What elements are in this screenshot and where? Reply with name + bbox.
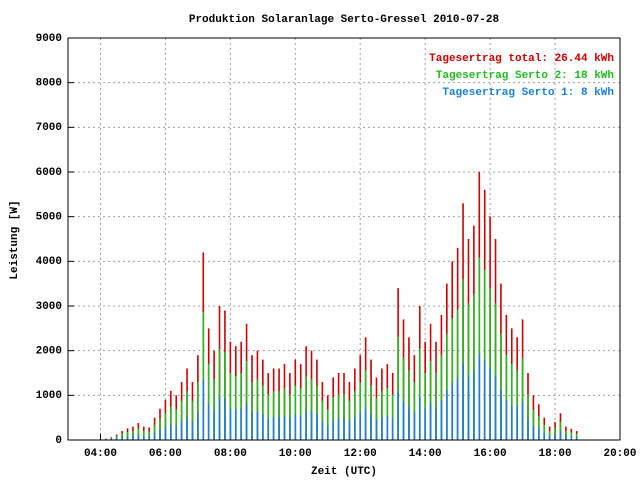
plot-border bbox=[67, 37, 621, 441]
x-tick-label: 12:00 bbox=[344, 448, 377, 460]
y-tick-label: 3000 bbox=[36, 301, 62, 313]
y-tick-label: 0 bbox=[55, 435, 62, 447]
x-tick-label: 16:00 bbox=[474, 448, 507, 460]
y-tick-label: 9000 bbox=[36, 33, 62, 45]
y-tick-label: 8000 bbox=[36, 78, 62, 90]
x-tick-label: 18:00 bbox=[539, 448, 572, 460]
x-axis-label: Zeit (UTC) bbox=[311, 466, 377, 478]
x-tick-label: 08:00 bbox=[214, 448, 247, 460]
y-tick-label: 7000 bbox=[36, 122, 62, 134]
y-tick-label: 5000 bbox=[36, 212, 62, 224]
legend-entry: Tagesertrag Serto 2: 18 kWh bbox=[436, 70, 614, 82]
chart-title: Produktion Solaranlage Serto-Gressel 201… bbox=[189, 14, 500, 26]
x-tick-label: 20:00 bbox=[603, 448, 636, 460]
x-tick-label: 14:00 bbox=[409, 448, 442, 460]
x-tick-label: 06:00 bbox=[149, 448, 182, 460]
legend-entry: Tagesertrag Serto 1: 8 kWh bbox=[442, 87, 614, 99]
x-tick-label: 04:00 bbox=[84, 448, 117, 460]
legend-entry: Tagesertrag total: 26.44 kWh bbox=[429, 53, 614, 65]
y-tick-label: 4000 bbox=[36, 256, 62, 268]
y-axis-label: Leistung [W] bbox=[9, 200, 21, 279]
y-tick-label: 2000 bbox=[36, 346, 62, 358]
y-tick-label: 1000 bbox=[36, 390, 62, 402]
y-tick-label: 6000 bbox=[36, 167, 62, 179]
x-tick-label: 10:00 bbox=[279, 448, 312, 460]
